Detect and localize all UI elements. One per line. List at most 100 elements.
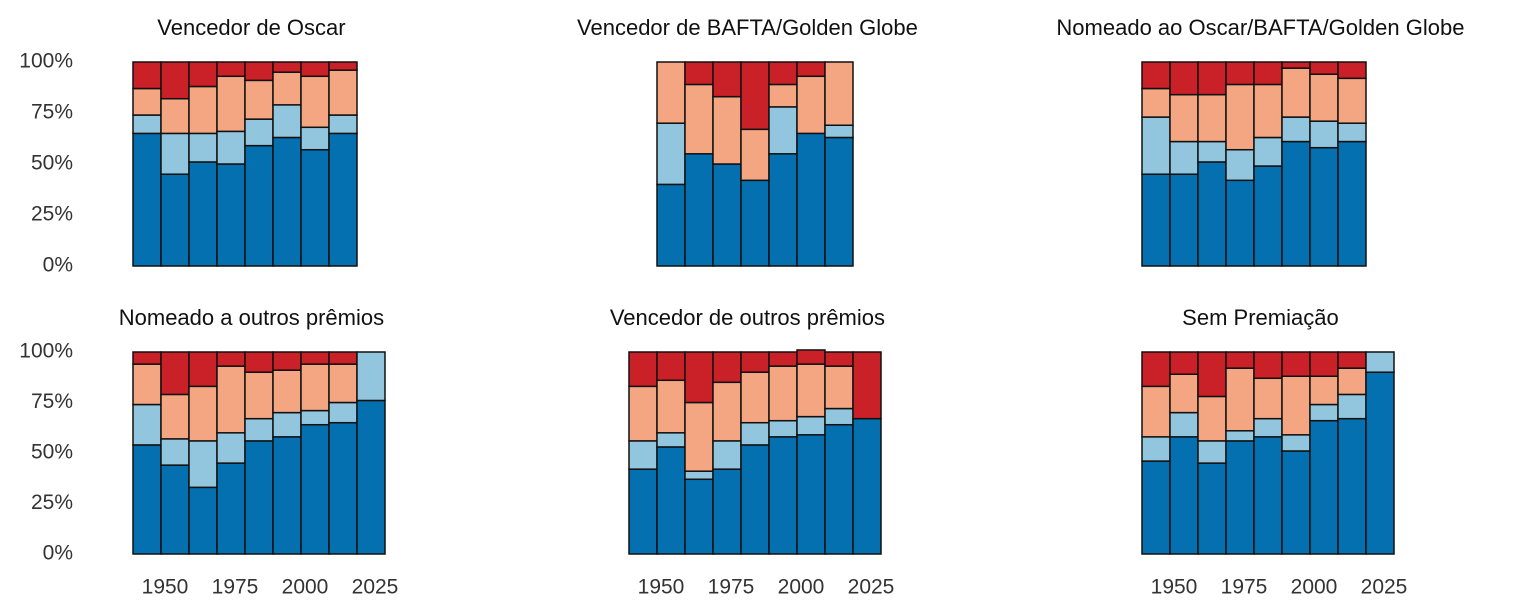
bar-segment [1197, 351, 1227, 398]
x-tick-label: 2000 [778, 576, 825, 599]
bar-segment [272, 71, 302, 106]
bar-segment [272, 351, 302, 371]
bar-segment [796, 132, 826, 267]
bar-segment [824, 136, 854, 267]
bar-segment [328, 61, 358, 71]
bar-segment [1141, 460, 1171, 555]
bar-segment [1337, 351, 1367, 369]
bar-segment [1197, 395, 1227, 442]
bar-segment [712, 381, 742, 442]
bar-segment [1225, 83, 1255, 151]
panel-title: Nomeado ao Oscar/BAFTA/Golden Globe [1056, 15, 1464, 40]
bar-segment [796, 363, 826, 418]
bar-segment [796, 434, 826, 555]
x-tick-label: 1950 [142, 576, 189, 599]
bar-segment [768, 419, 798, 438]
panel-title: Vencedor de outros prêmios [610, 305, 885, 330]
bar-segment [1309, 419, 1339, 555]
bar-segment [1337, 61, 1367, 80]
bar-segment [328, 401, 358, 424]
bar-segment [1337, 367, 1367, 396]
bar-segment [824, 423, 854, 555]
bar-segment [132, 363, 162, 406]
bar-segment [300, 409, 330, 426]
bar-segment [216, 365, 246, 434]
bar-segment [1225, 351, 1255, 369]
bar-segment [768, 365, 798, 422]
bar-segment [244, 351, 274, 373]
bar-segment [712, 95, 742, 165]
bar-segment [712, 351, 742, 384]
bar-segment [188, 351, 218, 388]
bar-segment [1337, 77, 1367, 124]
x-tick-label: 2000 [282, 576, 329, 599]
bar-segment [216, 163, 246, 267]
bar-segment [328, 351, 358, 365]
bar-segment [740, 421, 770, 446]
bar-segment [216, 130, 246, 165]
bar-segment [1365, 351, 1395, 373]
bar-segment [160, 97, 190, 135]
bar-segment [328, 363, 358, 404]
bar-segment [1169, 140, 1199, 175]
bar-segment [216, 432, 246, 464]
x-tick-label: 1975 [1221, 576, 1268, 599]
bar-segment [160, 173, 190, 267]
bar-segment [656, 122, 686, 186]
bar-segment [1253, 351, 1283, 380]
bar-segment [1281, 140, 1311, 267]
bar-segment [188, 385, 218, 442]
bar-segment [1169, 411, 1199, 438]
y-tick-label: 100% [19, 50, 73, 73]
bar-segment [244, 118, 274, 147]
bar-segment [824, 365, 854, 410]
bar-segment [356, 351, 386, 402]
bar-segment [132, 87, 162, 116]
bar-segment [1169, 373, 1199, 414]
bar-segment [132, 444, 162, 555]
bar-segment [272, 104, 302, 139]
x-tick-label: 2025 [1361, 576, 1408, 599]
y-tick-label: 100% [19, 340, 73, 363]
bar-segment [1141, 436, 1171, 462]
bar-segment [300, 351, 330, 365]
bar-segment [132, 61, 162, 90]
bar-segment [1253, 165, 1283, 267]
bar-segment [1281, 116, 1311, 143]
bar-segment [796, 61, 826, 78]
bar-segment [160, 61, 190, 100]
bar-segment [1141, 385, 1171, 438]
bar-segment [300, 75, 330, 129]
y-tick-label: 25% [31, 203, 73, 226]
bar-segment [656, 351, 686, 382]
bar-segment [244, 144, 274, 267]
bar-segment [188, 486, 218, 555]
bar-segment [656, 61, 686, 124]
bar-segment [1309, 61, 1339, 75]
bar-segment [1225, 440, 1255, 555]
bar-segment [1337, 140, 1367, 267]
bar-segment [740, 179, 770, 267]
bar-segment [824, 351, 854, 367]
bar-segment [684, 153, 714, 267]
x-tick-label: 1975 [708, 576, 755, 599]
bar-segment [160, 351, 190, 396]
bar-segment [1309, 120, 1339, 149]
bar-segment [656, 432, 686, 448]
bar-segment [1337, 393, 1367, 420]
bar-segment [1281, 450, 1311, 555]
bar-segment [1309, 351, 1339, 377]
bar-segment [328, 132, 358, 267]
bar-segment [740, 61, 770, 131]
bar-segment [1253, 136, 1283, 167]
y-tick-label: 75% [31, 101, 73, 124]
bar-segment [188, 61, 218, 88]
bar-segment [1141, 87, 1171, 118]
bar-segment [1309, 403, 1339, 422]
bar-segment [160, 464, 190, 555]
bar-segment [216, 462, 246, 555]
bar-segment [300, 423, 330, 555]
bar-segment [852, 417, 882, 555]
bar-segment [1169, 436, 1199, 555]
